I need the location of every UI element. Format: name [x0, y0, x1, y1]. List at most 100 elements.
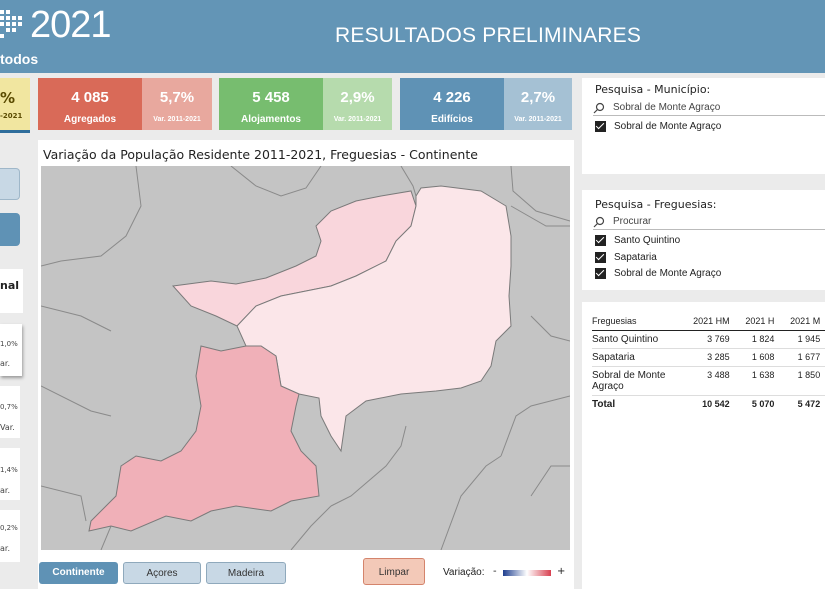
cell-freguesia: Sobral de Monte Agraço [592, 366, 680, 396]
census-logo-icon [0, 10, 22, 38]
map-border-line [41, 305, 112, 332]
table-header-row: Freguesias 2021 HM 2021 H 2021 M 201 [592, 312, 825, 331]
left-card-1-label: ar. [0, 359, 10, 368]
kpi-alojamentos-var-value: 2,9% [340, 89, 375, 106]
left-heading-partial: nal [0, 279, 20, 292]
checkbox-checked-icon [595, 235, 606, 246]
kpi-agregados-value: 4 085 [71, 89, 109, 106]
left-active-button[interactable] [0, 213, 20, 246]
freguesia-option[interactable]: Sobral de Monte Agraço [595, 268, 721, 279]
left-card-2[interactable]: 0,7% Var. [0, 386, 20, 438]
freguesia-option[interactable]: Sapataria [595, 252, 657, 263]
kpi-agregados-var-value: 5,7% [159, 89, 195, 106]
kpi-alojamentos-label: Alojamentos [240, 114, 301, 125]
map-border-line [100, 525, 112, 550]
column-header[interactable]: 2021 H [733, 312, 779, 331]
municipio-slicer [582, 78, 825, 174]
table-row[interactable]: Sapataria 3 285 1 608 1 677 [592, 348, 825, 367]
cell-total-h: 5 070 [733, 395, 779, 413]
freguesia-option[interactable]: Santo Quintino [595, 235, 680, 246]
search-icon [593, 216, 605, 227]
freguesias-search-box[interactable]: Procurar [593, 214, 825, 230]
left-card-3-label: ar. [0, 486, 10, 495]
column-header[interactable]: 2021 M [778, 312, 825, 331]
left-heading-card: nal [0, 269, 23, 313]
region-button-acores[interactable]: Açores [123, 562, 201, 584]
left-toggle-button[interactable] [0, 168, 20, 200]
checkbox-checked-icon [595, 121, 606, 132]
kpi-partial-card: % -2021 [0, 78, 30, 130]
kpi-alojamentos-var: 2,9% Var. 2011-2021 [323, 78, 392, 130]
table-row[interactable]: Santo Quintino 3 769 1 824 1 945 [592, 330, 825, 349]
column-header[interactable]: 2021 HM [680, 312, 734, 331]
kpi-agregados: 4 085 Agregados [38, 78, 142, 130]
map-border-line [230, 166, 322, 197]
municipio-search-box[interactable]: Sobral de Monte Agraço [593, 100, 825, 116]
map-border-line [530, 315, 570, 342]
kpi-partial-value: % [0, 89, 16, 107]
parish-santo-quintino[interactable] [236, 185, 512, 453]
map-border-line [530, 465, 570, 497]
map-border-line [41, 166, 142, 267]
municipio-slicer-title: Pesquisa - Município: [595, 83, 711, 96]
parish-sobral-de-monte-agraco[interactable] [88, 345, 320, 532]
region-button-continente[interactable]: Continente [39, 562, 118, 584]
page-title: RESULTADOS PRELIMINARES [335, 24, 642, 47]
legend-label: Variação: [443, 567, 485, 578]
municipio-search-value: Sobral de Monte Agraço [613, 102, 721, 113]
map-title: Variação da População Residente 2011-202… [43, 147, 478, 162]
kpi-edificios-var-value: 2,7% [520, 89, 556, 106]
left-card-3[interactable]: 1,4% ar. [0, 448, 20, 500]
legend-plus: + [557, 566, 566, 577]
left-card-3-value: 1,4% [0, 466, 18, 474]
left-card-2-value: 0,7% [0, 403, 18, 411]
map-border-line [41, 385, 112, 417]
freguesia-option-label: Sapataria [614, 252, 657, 263]
left-card-4-label: ar. [0, 544, 10, 553]
parish-map[interactable] [41, 166, 570, 550]
cell-h: 1 608 [733, 348, 779, 367]
map-border-line [500, 395, 570, 457]
cell-hm: 3 285 [680, 348, 734, 367]
map-border-line [510, 166, 570, 222]
left-card-1-value: 1,0% [0, 340, 18, 348]
kpi-alojamentos: 5 458 Alojamentos [219, 78, 323, 130]
kpi-alojamentos-var-label: Var. 2011-2021 [333, 116, 382, 123]
kpi-edificios-value: 4 226 [433, 89, 471, 106]
map-border-line [330, 425, 407, 507]
table-row[interactable]: Sobral de Monte Agraço 3 488 1 638 1 850 [592, 366, 825, 396]
cell-total-m: 5 472 [778, 395, 825, 413]
map-border-line [41, 485, 87, 522]
kpi-edificios-var: 2,7% Var. 2011-2021 [504, 78, 572, 130]
kpi-edificios-label: Edifícios [431, 114, 473, 125]
left-card-1[interactable]: 1,0% ar. [0, 324, 22, 376]
header-bar [0, 0, 825, 73]
legend-minus: - [493, 566, 497, 577]
cell-h: 1 824 [733, 330, 779, 349]
map-border-line [510, 205, 570, 227]
freguesia-option-label: Sobral de Monte Agraço [614, 268, 722, 279]
cell-hm: 3 488 [680, 366, 734, 396]
left-card-4[interactable]: 0,2% ar. [0, 510, 20, 562]
municipio-option[interactable]: Sobral de Monte Agraço [595, 121, 721, 132]
map-border-line [440, 455, 502, 550]
municipio-option-label: Sobral de Monte Agraço [614, 121, 722, 132]
logo-subtitle: todos [0, 51, 39, 67]
freguesia-option-label: Santo Quintino [614, 235, 681, 246]
table-total-row: Total 10 542 5 070 5 472 1( [592, 395, 825, 413]
map-border-line [400, 166, 417, 197]
clear-button[interactable]: Limpar [363, 558, 425, 585]
column-header[interactable]: Freguesias [592, 312, 680, 331]
freguesias-search-placeholder: Procurar [613, 216, 652, 227]
region-button-madeira[interactable]: Madeira [206, 562, 286, 584]
map-border-line [290, 505, 332, 550]
checkbox-checked-icon [595, 268, 606, 279]
cell-total-hm: 10 542 [680, 395, 734, 413]
kpi-agregados-var: 5,7% Var. 2011-2021 [142, 78, 212, 130]
logo-year: 2021 [30, 4, 112, 46]
kpi-edificios-var-label: Var. 2011-2021 [514, 116, 562, 123]
kpi-agregados-label: Agregados [63, 114, 117, 125]
freguesias-slicer-title: Pesquisa - Freguesias: [595, 198, 717, 211]
left-card-2-label: Var. [0, 423, 15, 432]
cell-h: 1 638 [733, 366, 779, 396]
